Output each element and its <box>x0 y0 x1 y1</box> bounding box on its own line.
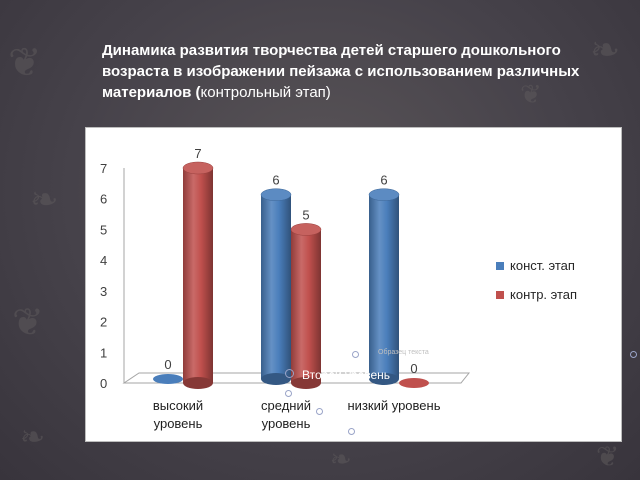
x-category-label: низкий уровень <box>348 398 441 413</box>
bar-chart: 0 1 2 3 4 5 6 7 высокий уровень средний уровень низк… <box>100 146 577 431</box>
y-tick-label: 0 <box>100 376 107 391</box>
bar-zero-disc <box>153 374 183 384</box>
x-category-label: уровень <box>154 416 203 431</box>
y-tick-label: 1 <box>100 345 107 360</box>
bullet-circle-icon <box>630 351 637 358</box>
y-tick-label: 6 <box>100 192 107 207</box>
data-label: 5 <box>302 207 309 222</box>
bullet-circle-icon <box>285 390 292 397</box>
slide-title-normal: контрольный этап) <box>200 84 331 101</box>
bar-base <box>261 373 291 385</box>
legend-label: конст. этап <box>510 258 575 273</box>
placeholder-text-small[interactable]: Образец текста <box>378 349 429 356</box>
slide-title-bold: Динамика развития творчества детей старш… <box>102 42 580 101</box>
y-tick-label: 3 <box>100 284 107 299</box>
bar <box>183 168 213 383</box>
bullet-circle-icon <box>316 408 323 415</box>
bar-base <box>183 377 213 389</box>
x-category-label: высокий <box>153 398 203 413</box>
y-tick-label: 7 <box>100 161 107 176</box>
leaf-icon: ❦ <box>8 40 42 86</box>
y-tick-label: 4 <box>100 253 107 268</box>
slide-title: Динамика развития творчества детей старш… <box>102 40 582 103</box>
legend-swatch <box>496 291 504 299</box>
data-label: 6 <box>272 173 279 188</box>
bullet-circle-icon <box>348 428 355 435</box>
bar-top <box>290 223 322 236</box>
data-label: 7 <box>194 146 201 161</box>
bar <box>261 194 291 379</box>
bar <box>369 194 399 379</box>
bullet-circle-icon <box>285 369 294 378</box>
bar-top <box>260 188 292 201</box>
y-tick-label: 2 <box>100 315 107 330</box>
data-label: 0 <box>164 357 171 372</box>
bar-top <box>182 161 214 175</box>
y-tick-label: 5 <box>100 222 107 237</box>
bar-zero-disc <box>399 378 429 388</box>
placeholder-text-second-level[interactable]: Второй уровень <box>302 368 391 382</box>
leaf-icon: ❧ <box>590 30 621 71</box>
bar-base <box>369 373 399 385</box>
data-label: 6 <box>380 173 387 188</box>
bar-base <box>291 377 321 389</box>
leaf-icon: ❧ <box>30 180 59 220</box>
leaf-icon: ❧ <box>330 445 352 475</box>
x-category-label: средний <box>261 398 311 413</box>
data-label: 0 <box>410 361 417 376</box>
bullet-circle-icon <box>352 351 359 358</box>
leaf-icon: ❧ <box>20 420 46 455</box>
leaf-icon: ❦ <box>596 440 620 473</box>
leaf-icon: ❦ <box>520 80 542 110</box>
legend-label: контр. этап <box>510 287 577 302</box>
x-category-label: уровень <box>262 416 311 431</box>
bar-top <box>368 188 400 201</box>
legend-swatch <box>496 262 504 270</box>
leaf-icon: ❦ <box>12 300 44 344</box>
bar <box>291 229 321 383</box>
chart-panel[interactable]: 0 1 2 3 4 5 6 7 высокий уровень средний уровень низк… <box>85 127 622 442</box>
